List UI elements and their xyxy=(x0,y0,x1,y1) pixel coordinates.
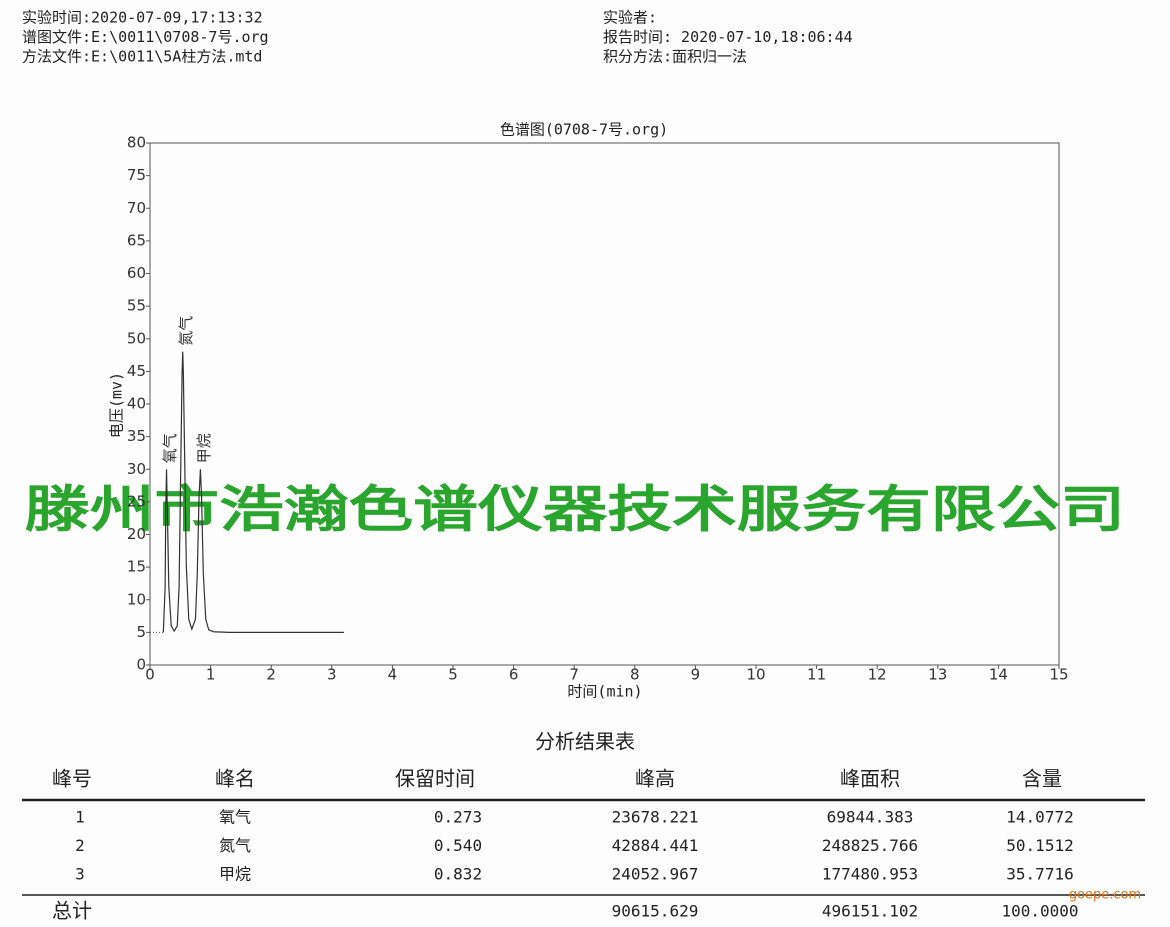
chart-title: 色谱图(0708-7号.org) xyxy=(500,121,668,139)
column-header: 保留时间 xyxy=(395,767,475,791)
header-line: 实验时间:2020-07-09,17:13:32 xyxy=(22,9,263,27)
y-tick-label: 40 xyxy=(127,395,146,413)
table-cell: 177480.953 xyxy=(822,865,918,884)
column-header: 峰面积 xyxy=(840,767,900,791)
y-tick-label: 10 xyxy=(127,590,146,608)
table-cell: 2 xyxy=(75,836,85,855)
total-cell: 90615.629 xyxy=(612,902,699,921)
x-tick-label: 5 xyxy=(448,666,458,684)
y-tick-label: 55 xyxy=(127,297,146,315)
y-tick-label: 30 xyxy=(127,460,146,478)
y-tick-label: 20 xyxy=(127,525,146,543)
table-cell: 35.7716 xyxy=(1006,865,1073,884)
y-axis-label: 电压(mv) xyxy=(108,372,126,438)
table-cell: 0.273 xyxy=(434,808,482,827)
x-tick-label: 9 xyxy=(691,666,701,684)
peak-label: 氮气 xyxy=(177,316,195,346)
x-tick-label: 12 xyxy=(868,666,887,684)
x-tick-label: 2 xyxy=(266,666,276,684)
table-cell: 0.540 xyxy=(434,836,482,855)
x-axis-label: 时间(min) xyxy=(567,683,642,701)
x-tick-label: 1 xyxy=(206,666,216,684)
x-tick-label: 13 xyxy=(928,666,947,684)
table-cell: 0.832 xyxy=(434,865,482,884)
y-tick-label: 15 xyxy=(127,558,146,576)
total-cell: 496151.102 xyxy=(822,902,918,921)
y-tick-label: 45 xyxy=(127,362,146,380)
table-title: 分析结果表 xyxy=(535,730,635,754)
table-cell: 23678.221 xyxy=(612,808,699,827)
y-tick-label: 5 xyxy=(136,623,146,641)
column-header: 含量 xyxy=(1022,767,1062,791)
x-tick-label: 15 xyxy=(1049,666,1068,684)
chromatogram-trace xyxy=(162,351,344,633)
watermark: 滕州市浩瀚色谱仪器技术服务有限公司 xyxy=(25,481,1125,539)
y-tick-label: 60 xyxy=(127,264,146,282)
table-cell: 248825.766 xyxy=(822,836,918,855)
table-cell: 甲烷 xyxy=(219,865,251,884)
x-tick-label: 6 xyxy=(509,666,519,684)
peak-label: 氧气 xyxy=(161,433,179,463)
x-tick-label: 3 xyxy=(327,666,337,684)
total-cell: 100.0000 xyxy=(1001,902,1078,921)
site-mark: goepe.com xyxy=(1069,888,1141,903)
x-tick-label: 7 xyxy=(569,666,579,684)
table-cell: 69844.383 xyxy=(827,808,914,827)
y-tick-label: 50 xyxy=(127,329,146,347)
table-cell: 1 xyxy=(75,808,85,827)
x-tick-label: 0 xyxy=(145,666,155,684)
y-tick-label: 80 xyxy=(127,134,146,152)
total-cell: 总计 xyxy=(52,899,92,923)
y-tick-label: 0 xyxy=(136,656,146,674)
table-cell: 14.0772 xyxy=(1006,808,1073,827)
column-header: 峰名 xyxy=(215,767,255,791)
x-tick-label: 4 xyxy=(388,666,398,684)
table-cell: 42884.441 xyxy=(612,836,699,855)
header-line: 实验者: xyxy=(603,9,657,27)
peak-label: 甲烷 xyxy=(195,433,213,463)
table-cell: 3 xyxy=(75,865,85,884)
x-tick-label: 10 xyxy=(746,666,765,684)
table-cell: 氧气 xyxy=(219,808,251,827)
y-tick-label: 65 xyxy=(127,231,146,249)
table-cell: 24052.967 xyxy=(612,865,699,884)
x-tick-label: 11 xyxy=(807,666,826,684)
header-line: 方法文件:E:\0011\5A柱方法.mtd xyxy=(22,48,262,66)
header-line: 谱图文件:E:\0011\0708-7号.org xyxy=(22,28,269,46)
column-header: 峰高 xyxy=(635,767,675,791)
table-cell: 氮气 xyxy=(219,836,251,855)
y-tick-label: 25 xyxy=(127,492,146,510)
header-line: 报告时间: 2020-07-10,18:06:44 xyxy=(603,28,853,46)
y-tick-label: 35 xyxy=(127,427,146,445)
x-tick-label: 14 xyxy=(989,666,1008,684)
table-cell: 50.1512 xyxy=(1006,836,1073,855)
header-line: 积分方法:面积归一法 xyxy=(603,48,747,66)
x-tick-label: 8 xyxy=(630,666,640,684)
column-header: 峰号 xyxy=(52,767,92,791)
y-tick-label: 70 xyxy=(127,199,146,217)
y-tick-label: 75 xyxy=(127,166,146,184)
